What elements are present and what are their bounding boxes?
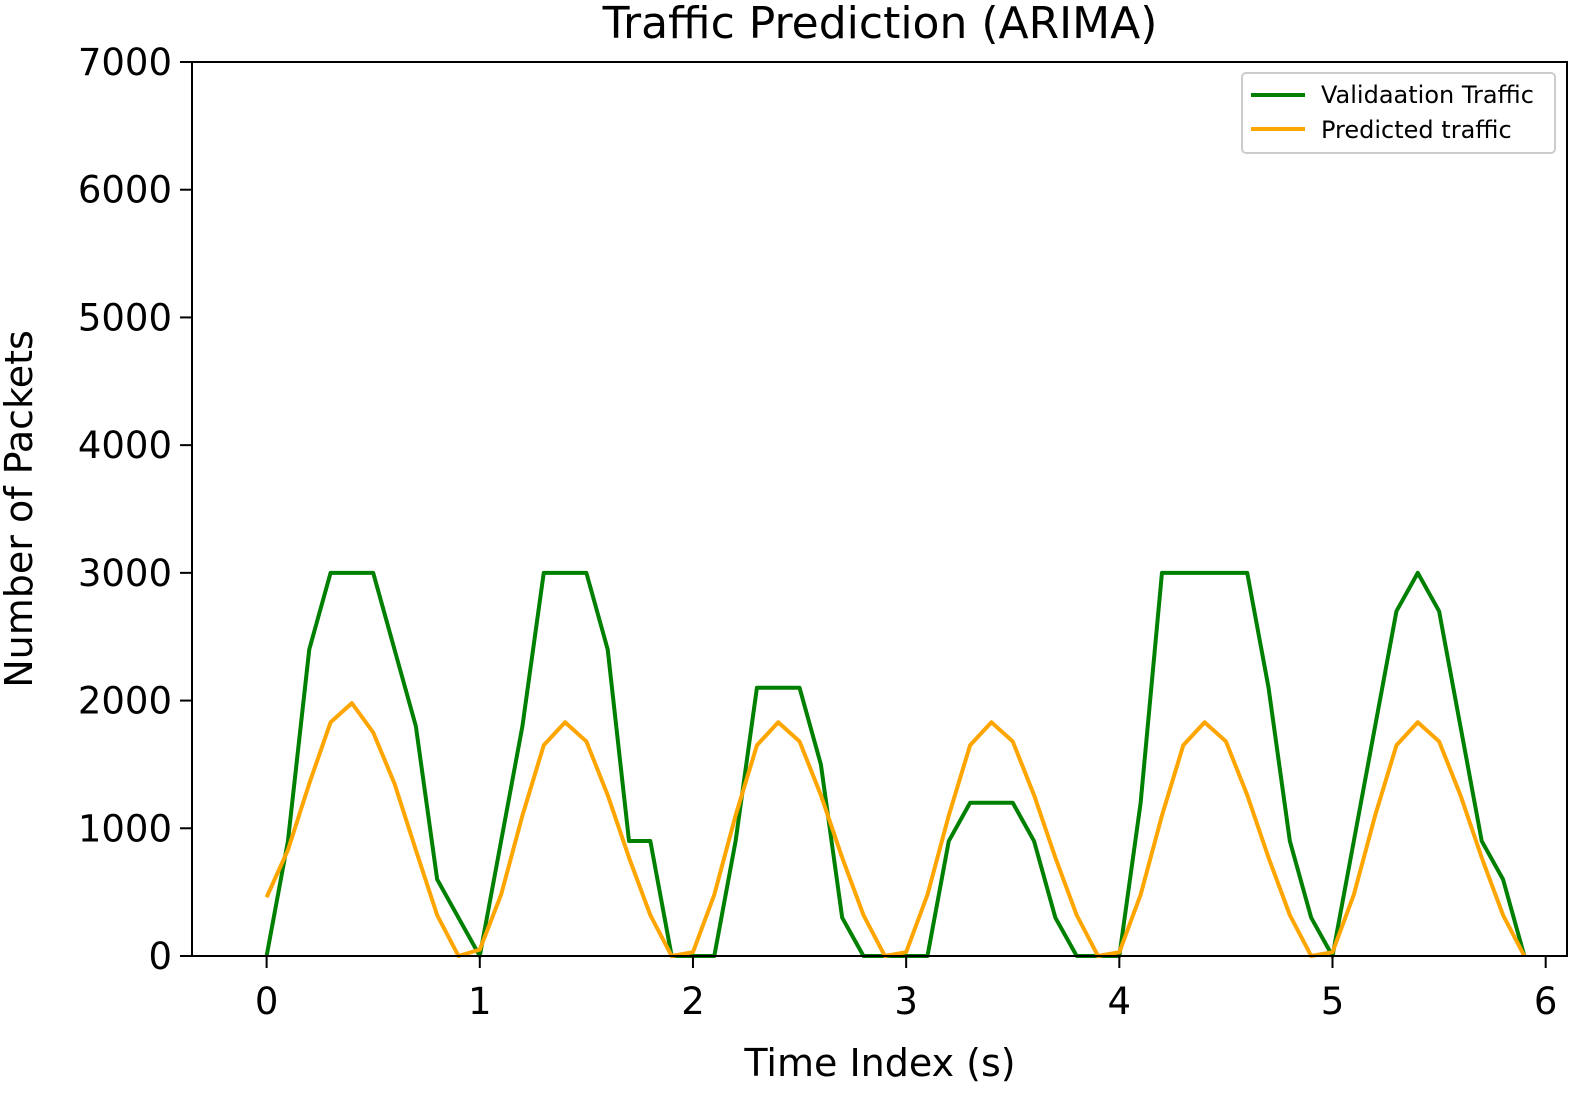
y-tick-label: 1000	[78, 807, 172, 850]
y-tick-label: 7000	[78, 41, 172, 84]
x-tick-label: 3	[894, 980, 918, 1023]
legend-label-predicted: Predicted traffic	[1321, 116, 1512, 144]
x-tick-label: 2	[681, 980, 705, 1023]
y-tick-label: 4000	[78, 424, 172, 467]
x-ticks: 0 1 2 3 4 5 6	[255, 956, 1558, 1023]
legend-box	[1241, 72, 1556, 154]
legend-label-validation: Validaation Traffic	[1321, 81, 1534, 109]
y-tick-label: 5000	[78, 296, 172, 339]
axes-frame	[191, 61, 1568, 957]
legend: Validaation Traffic Predicted traffic	[1241, 72, 1556, 154]
x-tick-label: 6	[1534, 980, 1558, 1023]
y-ticks: 0 1000 2000 3000 4000 5000 6000 7000	[78, 41, 192, 978]
x-tick-label: 4	[1108, 980, 1132, 1023]
y-tick-label: 3000	[78, 552, 172, 595]
x-tick-label: 5	[1321, 980, 1345, 1023]
x-axis-label: Time Index (s)	[743, 1041, 1015, 1085]
y-tick-label: 6000	[78, 169, 172, 212]
y-axis-label: Number of Packets	[0, 330, 41, 688]
y-tick-label: 0	[148, 935, 172, 978]
chart-title: Traffic Prediction (ARIMA)	[602, 0, 1158, 49]
x-tick-label: 0	[255, 980, 279, 1023]
x-tick-label: 1	[468, 980, 492, 1023]
y-tick-label: 2000	[78, 680, 172, 723]
